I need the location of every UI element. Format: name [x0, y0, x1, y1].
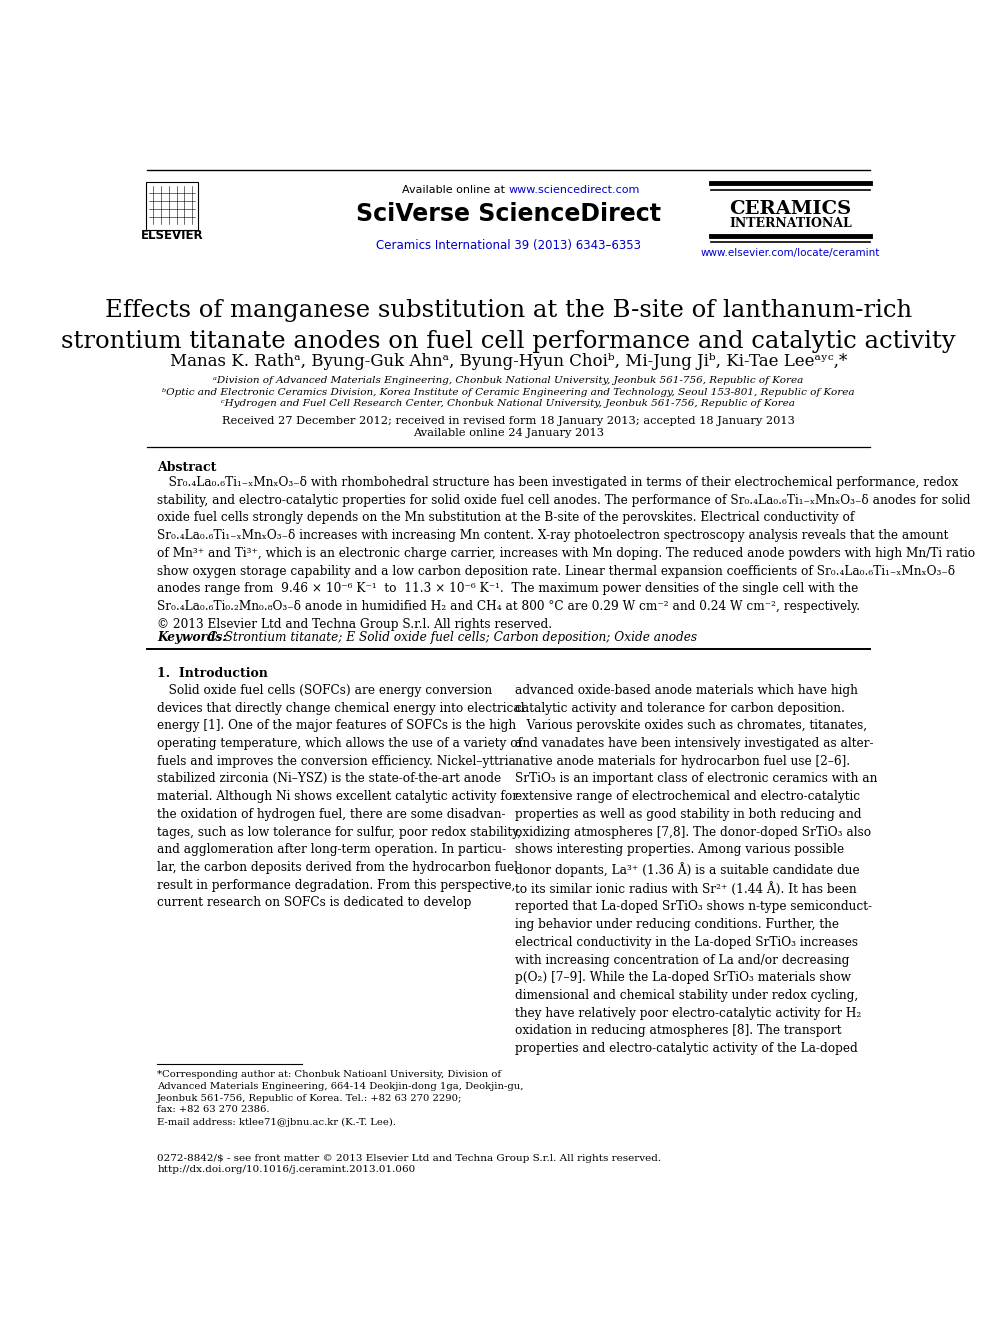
Text: Available online 24 January 2013: Available online 24 January 2013	[413, 427, 604, 438]
Text: www.elsevier.com/locate/ceramint: www.elsevier.com/locate/ceramint	[700, 247, 880, 258]
Text: Effects of manganese substitution at the B-site of lanthanum-rich
strontium tita: Effects of manganese substitution at the…	[62, 299, 955, 353]
Text: 1.  Introduction: 1. Introduction	[158, 667, 268, 680]
Text: Solid oxide fuel cells (SOFCs) are energy conversion
devices that directly chang: Solid oxide fuel cells (SOFCs) are energ…	[158, 684, 525, 909]
Text: ᵇOptic and Electronic Ceramics Division, Korea Institute of Ceramic Engineering : ᵇOptic and Electronic Ceramics Division,…	[162, 388, 855, 397]
Text: www.sciencedirect.com: www.sciencedirect.com	[509, 185, 640, 194]
Text: INTERNATIONAL: INTERNATIONAL	[729, 217, 852, 230]
Text: http://dx.doi.org/10.1016/j.ceramint.2013.01.060: http://dx.doi.org/10.1016/j.ceramint.201…	[158, 1166, 416, 1174]
Text: *Corresponding author at: Chonbuk Natioanl University, Division of
Advanced Mate: *Corresponding author at: Chonbuk Natioa…	[158, 1070, 524, 1127]
Text: Received 27 December 2012; received in revised form 18 January 2013; accepted 18: Received 27 December 2012; received in r…	[222, 415, 795, 426]
Text: CERAMICS: CERAMICS	[729, 200, 851, 218]
Text: ELSEVIER: ELSEVIER	[141, 229, 203, 242]
Text: Available online at: Available online at	[402, 185, 509, 194]
Text: Manas K. Rathᵃ, Byung-Guk Ahnᵃ, Byung-Hyun Choiᵇ, Mi-Jung Jiᵇ, Ki-Tae Leeᵃʸᶜ,*: Manas K. Rathᵃ, Byung-Guk Ahnᵃ, Byung-Hy…	[170, 353, 847, 369]
Text: ᶜHydrogen and Fuel Cell Research Center, Chonbuk National University, Jeonbuk 56: ᶜHydrogen and Fuel Cell Research Center,…	[221, 400, 796, 407]
Text: 0272-8842/$ - see front matter © 2013 Elsevier Ltd and Techna Group S.r.l. All r: 0272-8842/$ - see front matter © 2013 El…	[158, 1155, 662, 1163]
Text: Ceramics International 39 (2013) 6343–6353: Ceramics International 39 (2013) 6343–63…	[376, 238, 641, 251]
Text: Sr₀.₄La₀.₆Ti₁₋ₓMnₓO₃₋δ with rhombohedral structure has been investigated in term: Sr₀.₄La₀.₆Ti₁₋ₓMnₓO₃₋δ with rhombohedral…	[158, 476, 975, 631]
Text: C. Strontium titanate; E Solid oxide fuel cells; Carbon deposition; Oxide anodes: C. Strontium titanate; E Solid oxide fue…	[207, 631, 696, 644]
Bar	[146, 181, 198, 230]
Text: Keywords:: Keywords:	[158, 631, 231, 644]
Text: SciVerse ScienceDirect: SciVerse ScienceDirect	[356, 202, 661, 226]
Text: Abstract: Abstract	[158, 460, 216, 474]
Text: ᵃDivision of Advanced Materials Engineering, Chonbuk National University, Jeonbu: ᵃDivision of Advanced Materials Engineer…	[213, 376, 804, 385]
Text: advanced oxide-based anode materials which have high
catalytic activity and tole: advanced oxide-based anode materials whi…	[516, 684, 878, 1054]
